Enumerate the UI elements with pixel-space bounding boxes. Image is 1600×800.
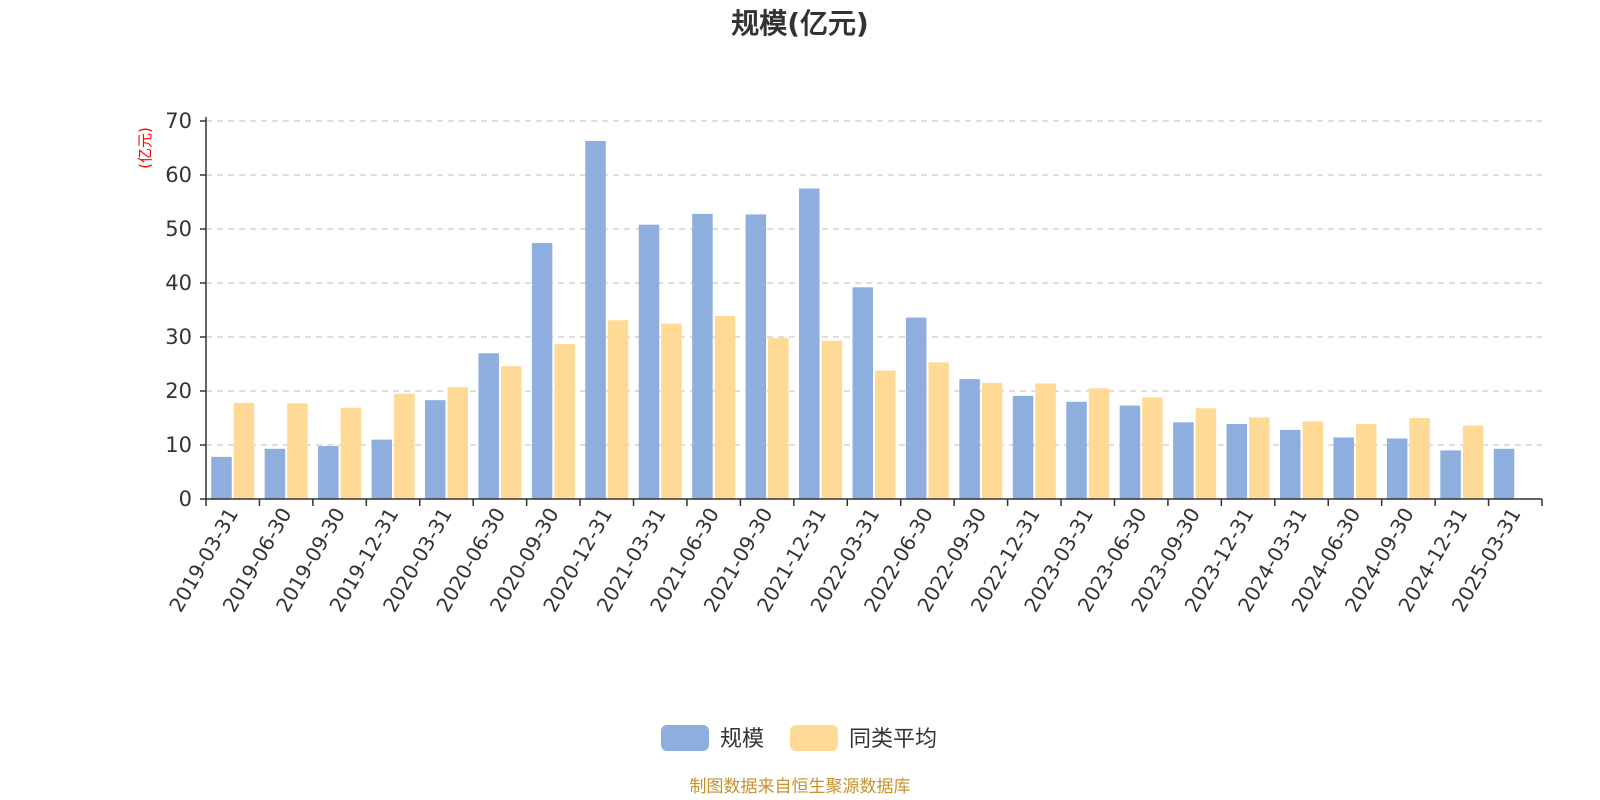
bar-scale-2024-09-30 — [1386, 438, 1408, 499]
bar-scale-2019-12-31 — [371, 439, 393, 499]
bar-scale-2024-06-30 — [1333, 437, 1354, 499]
bar-scale-2020-12-31 — [585, 140, 606, 500]
legend-label-peer-average: 同类平均 — [849, 727, 937, 752]
y-tick-label: 10 — [165, 433, 192, 457]
bar-scale-2025-03-31 — [1493, 448, 1515, 499]
bar-scale-2022-09-30 — [959, 379, 980, 499]
bar-peer-average-2019-03-31 — [233, 402, 255, 499]
bar-peer-average-2023-06-30 — [1142, 397, 1163, 499]
y-tick-label: 20 — [165, 379, 192, 403]
legend-swatch-scale — [661, 725, 709, 751]
bar-scale-2024-12-31 — [1440, 450, 1461, 499]
bar-peer-average-2021-03-31 — [661, 323, 682, 499]
bar-peer-average-2020-06-30 — [500, 366, 522, 499]
bar-peer-average-2019-09-30 — [340, 407, 362, 499]
data-source-note: 制图数据来自恒生聚源数据库 — [690, 777, 911, 797]
bars — [211, 140, 1515, 500]
bar-scale-2024-03-31 — [1280, 429, 1301, 499]
bar-scale-2021-12-31 — [799, 188, 820, 499]
axes — [205, 117, 1542, 500]
y-axis-unit-label: (亿元) — [136, 127, 154, 169]
bar-peer-average-2022-03-31 — [875, 370, 896, 499]
bar-peer-average-2024-12-31 — [1462, 425, 1484, 499]
y-axis-ticks: 0 10 20 30 40 50 60 70 — [165, 109, 206, 511]
bar-scale-2023-09-30 — [1173, 422, 1194, 499]
bar-peer-average-2023-12-31 — [1249, 417, 1270, 499]
bar-peer-average-2024-03-31 — [1302, 421, 1324, 499]
bar-scale-2022-06-30 — [905, 317, 927, 499]
bar-scale-2019-03-31 — [211, 456, 232, 499]
y-tick-label: 70 — [165, 109, 192, 133]
bar-scale-2022-03-31 — [852, 287, 873, 499]
bar-peer-average-2024-09-30 — [1409, 418, 1430, 499]
bar-peer-average-2023-09-30 — [1195, 408, 1217, 499]
y-tick-label: 40 — [165, 271, 192, 295]
bar-scale-2019-09-30 — [318, 446, 339, 499]
bar-peer-average-2023-03-31 — [1088, 388, 1110, 499]
bar-peer-average-2024-06-30 — [1355, 423, 1377, 499]
bar-scale-2020-03-31 — [424, 400, 446, 499]
bar-scale-2023-12-31 — [1226, 423, 1248, 499]
bar-peer-average-2022-12-31 — [1035, 383, 1056, 499]
bar-peer-average-2021-09-30 — [768, 338, 789, 499]
bar-peer-average-2021-06-30 — [714, 315, 736, 499]
bar-peer-average-2020-03-31 — [447, 387, 468, 499]
legend-swatch-peer-average — [790, 725, 838, 751]
bar-peer-average-2022-06-30 — [928, 362, 949, 499]
bar-scale-2020-06-30 — [478, 353, 499, 499]
y-tick-label: 30 — [165, 325, 192, 349]
bar-scale-2019-06-30 — [264, 448, 286, 499]
y-tick-label: 50 — [165, 217, 192, 241]
bar-scale-2021-09-30 — [745, 214, 767, 500]
grid-lines — [206, 120, 1542, 446]
bar-scale-2021-06-30 — [692, 213, 713, 499]
bar-peer-average-2019-06-30 — [287, 403, 308, 499]
bar-scale-2020-09-30 — [531, 243, 553, 499]
x-axis-ticks: 2019-03-312019-06-302019-09-302019-12-31… — [164, 499, 1543, 616]
bar-scale-2021-03-31 — [638, 224, 660, 499]
chart-title: 规模(亿元) — [731, 7, 869, 40]
bar-peer-average-2020-09-30 — [554, 344, 575, 499]
bar-scale-2023-03-31 — [1066, 401, 1087, 499]
bar-peer-average-2019-12-31 — [394, 393, 415, 499]
legend-label-scale: 规模 — [720, 727, 764, 752]
bar-peer-average-2022-09-30 — [981, 382, 1003, 499]
legend: 规模 同类平均 — [661, 725, 937, 752]
bar-scale-2023-06-30 — [1119, 405, 1141, 499]
bar-peer-average-2020-12-31 — [607, 320, 629, 499]
bar-scale-2022-12-31 — [1012, 395, 1034, 499]
y-tick-label: 0 — [179, 487, 192, 511]
y-tick-label: 60 — [165, 163, 192, 187]
bar-peer-average-2021-12-31 — [821, 340, 843, 499]
